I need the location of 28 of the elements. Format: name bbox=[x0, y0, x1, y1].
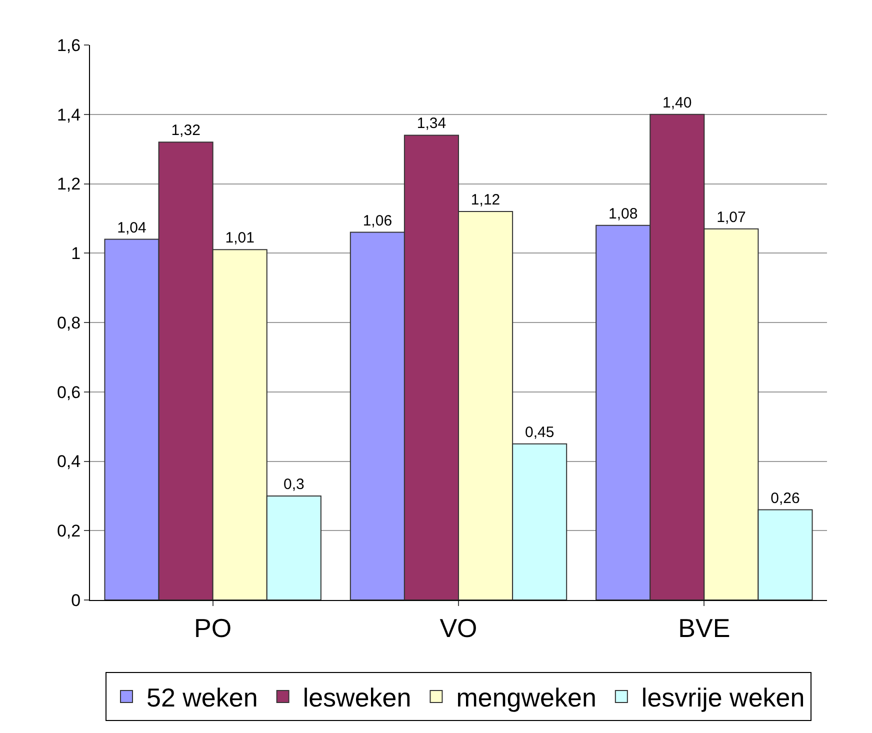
data-label: 0,26 bbox=[770, 490, 800, 507]
y-tick-label: 1,2 bbox=[56, 174, 81, 194]
x-tick-label: BVE bbox=[678, 613, 730, 644]
data-label: 1,06 bbox=[362, 212, 392, 230]
y-tick-label: 0,6 bbox=[56, 382, 81, 402]
data-label: 1,07 bbox=[716, 208, 746, 226]
data-label: 0,45 bbox=[524, 424, 554, 441]
y-tick-label: 1,6 bbox=[56, 36, 81, 55]
legend-label: lesweken bbox=[302, 682, 412, 713]
y-tick-label: 1,4 bbox=[56, 105, 81, 124]
legend-label: 52 weken bbox=[146, 682, 258, 713]
data-label: 0,3 bbox=[283, 476, 304, 493]
data-label: 1,40 bbox=[662, 94, 692, 112]
x-tick-label: VO bbox=[440, 613, 478, 644]
legend-label: lesvrije weken bbox=[641, 682, 805, 713]
data-label: 1,08 bbox=[608, 205, 638, 222]
y-tick-label: 0,2 bbox=[56, 522, 81, 541]
y-tick-label: 0,8 bbox=[56, 313, 81, 332]
data-label: 1,34 bbox=[416, 115, 446, 132]
data-label: 1,12 bbox=[470, 192, 500, 208]
data-label: 1,01 bbox=[225, 230, 254, 247]
x-tick-label: PO bbox=[194, 613, 232, 644]
data-label: 1,32 bbox=[171, 122, 200, 140]
legend-label: mengweken bbox=[456, 682, 596, 713]
y-tick-label: 0,4 bbox=[56, 452, 81, 472]
y-tick-label: 1 bbox=[71, 244, 81, 264]
data-label: 1,04 bbox=[117, 219, 146, 236]
y-tick-label: 0 bbox=[71, 590, 81, 610]
